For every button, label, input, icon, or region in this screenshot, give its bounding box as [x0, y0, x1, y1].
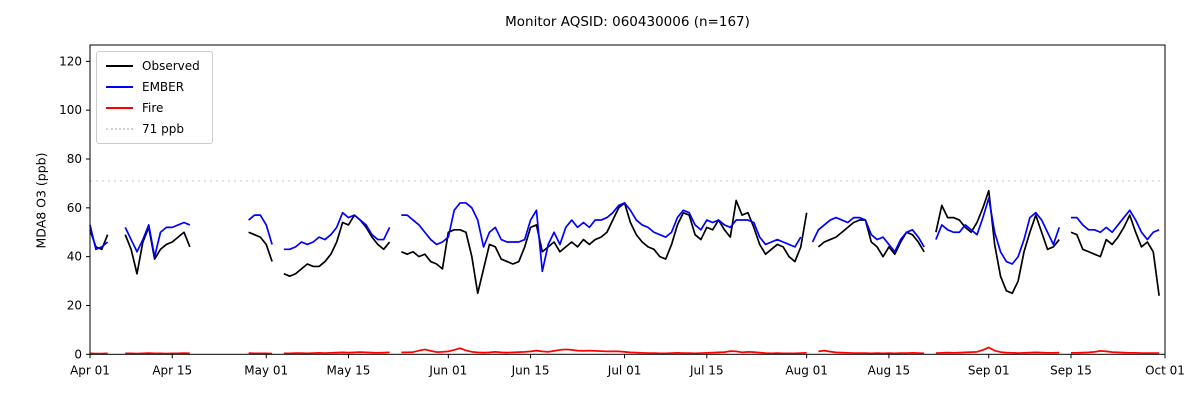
x-tick-label: Jun 15: [511, 363, 550, 377]
ember-series-line: [401, 202, 802, 273]
observed-series-line: [248, 231, 273, 262]
x-tick-label: Apr 01: [70, 363, 110, 377]
fire-series-line: [401, 347, 807, 355]
observed-series-line: [124, 226, 191, 275]
fire-series-line: [283, 351, 390, 355]
x-tick-label: Sep 01: [968, 363, 1010, 377]
fire-line-swatch: [106, 107, 133, 109]
axes-frame: [89, 44, 1166, 355]
y-tick-label: 40: [67, 250, 82, 264]
legend-label: 71 ppb: [142, 122, 184, 136]
observed-series-line: [935, 189, 1060, 295]
ember-series-line: [1071, 209, 1160, 241]
ember-series-line: [283, 211, 391, 251]
x-tick-label: May 01: [244, 363, 288, 377]
y-tick-label: 100: [59, 103, 82, 117]
ember-series-line: [811, 216, 925, 253]
y-tick-label: 0: [74, 347, 82, 361]
threshold-line-swatch: [106, 128, 133, 130]
legend: Observed EMBER Fire 71 ppb: [96, 51, 213, 144]
fire-series-line: [935, 346, 1060, 354]
observed-series-line: [1070, 214, 1160, 296]
legend-item-ember: EMBER: [106, 80, 200, 94]
legend-item-observed: Observed: [106, 59, 200, 73]
ember-series-line: [124, 221, 191, 258]
x-tick-label: Apr 15: [152, 363, 192, 377]
x-tick-label: Sep 15: [1050, 363, 1092, 377]
y-tick-label: 120: [59, 54, 82, 68]
observed-line-swatch: [106, 65, 133, 67]
legend-label: Observed: [142, 59, 200, 73]
y-tick-label: 60: [67, 201, 82, 215]
legend-item-fire: Fire: [106, 101, 200, 115]
ember-series-line: [89, 224, 109, 251]
x-tick-label: Oct 01: [1145, 363, 1185, 377]
y-tick-label: 20: [67, 298, 82, 312]
observed-series-line: [401, 199, 808, 295]
x-tick-label: Jul 01: [607, 363, 642, 377]
ember-series-line: [248, 214, 273, 245]
legend-label: Fire: [142, 101, 164, 115]
legend-label: EMBER: [142, 80, 185, 94]
y-tick-label: 80: [67, 152, 82, 166]
fire-series-line: [1071, 350, 1160, 354]
observed-series-line: [283, 214, 391, 278]
ember-line-swatch: [106, 86, 133, 88]
x-tick-label: Jun 01: [428, 363, 467, 377]
x-tick-label: Jul 15: [689, 363, 724, 377]
legend-item-threshold: 71 ppb: [106, 122, 200, 136]
fire-series-line: [818, 349, 925, 355]
x-tick-label: Aug 15: [868, 363, 911, 377]
ember-series-line: [935, 197, 1061, 265]
x-tick-label: May 15: [327, 363, 371, 377]
x-tick-label: Aug 01: [785, 363, 828, 377]
observed-series-line: [817, 219, 925, 258]
chart-title: Monitor AQSID: 060430006 (n=167): [505, 14, 750, 30]
